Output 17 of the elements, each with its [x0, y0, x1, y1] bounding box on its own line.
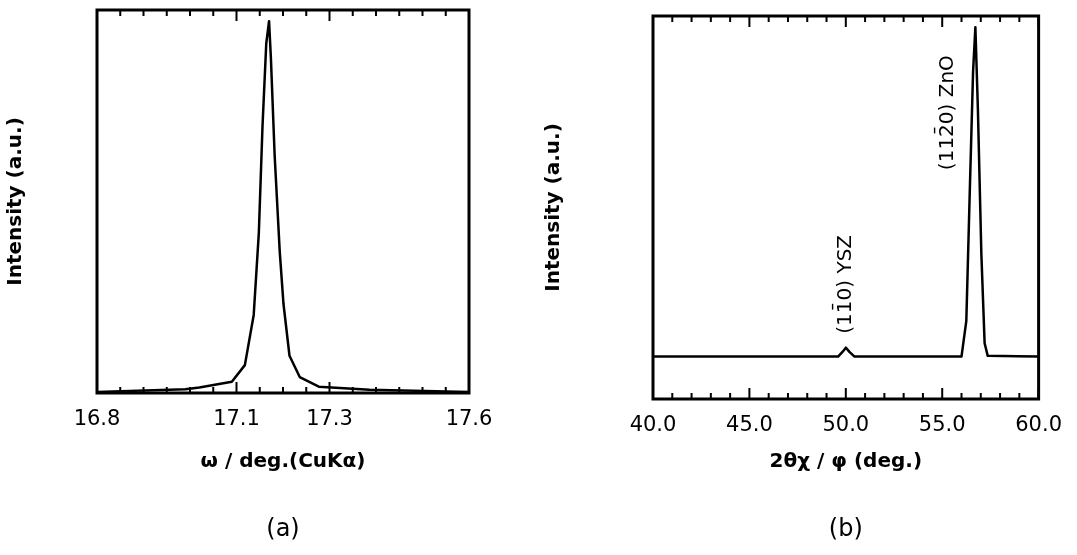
x-tick-label: 45.0	[726, 412, 773, 437]
x-tick-label: 17.6	[445, 406, 493, 431]
x-axis-title: ω / deg.(CuKα)	[200, 448, 366, 473]
text: (a)	[266, 514, 300, 543]
annotation: (112̄0) ZnO	[932, 55, 958, 171]
x-tick-label: 60.0	[1015, 412, 1062, 437]
x-tick-label: 17.1	[213, 406, 260, 431]
x-tick-label: 40.0	[629, 412, 677, 437]
x-tick-label: 17.3	[306, 406, 353, 431]
text: (b)	[828, 514, 863, 543]
y-axis-title: Intensity (a.u.)	[540, 123, 565, 292]
x-axis-title: 2θχ / φ (deg.)	[769, 448, 923, 473]
x-tick-label: 55.0	[918, 412, 966, 437]
y-axis-title: Intensity (a.u.)	[2, 117, 27, 286]
x-tick-label: 50.0	[822, 412, 870, 437]
annotation: (11̄0) YSZ	[831, 234, 857, 334]
x-tick-label: 16.8	[73, 406, 121, 431]
